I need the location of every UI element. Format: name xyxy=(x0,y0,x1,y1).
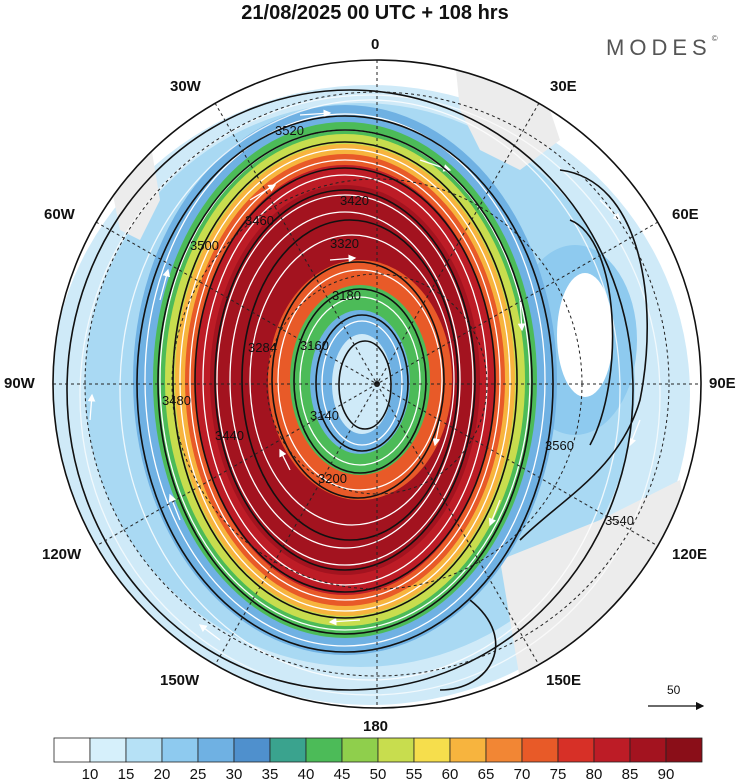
lon-label-90w: 90W xyxy=(4,375,35,392)
colorbar-swatch xyxy=(593,737,631,763)
colorbar: 10 15 20 25 30 35 40 45 50 55 60 65 70 75 80 85 90 xyxy=(53,737,703,782)
south-america-land xyxy=(110,140,160,240)
colorbar-swatch xyxy=(305,737,343,763)
brand-logo: MODES© xyxy=(606,34,718,61)
colorbar-tick-label: 85 xyxy=(622,766,639,782)
contour-label: 3284 xyxy=(248,340,277,355)
contour-label: 3460 xyxy=(245,213,274,228)
map-boundary xyxy=(52,59,702,709)
colorbar-swatch xyxy=(521,737,559,763)
lon-label-30w: 30W xyxy=(170,78,201,95)
colorbar-tick-label: 50 xyxy=(370,766,387,782)
stream-arrows xyxy=(87,109,641,641)
colorbar-swatch xyxy=(161,737,199,763)
contour-label: 3520 xyxy=(275,123,304,138)
reference-vector-label: 50 xyxy=(667,683,681,697)
contour-label: 3440 xyxy=(215,428,244,443)
colorbar-tick-label: 55 xyxy=(406,766,423,782)
lon-label-0: 0 xyxy=(371,36,380,53)
colorbar-swatch xyxy=(413,737,451,763)
colorbar-tick-label: 80 xyxy=(586,766,603,782)
lon-label-120w: 120W xyxy=(42,546,82,563)
lon-label-90e: 90E xyxy=(709,375,736,392)
lon-label-60e: 60E xyxy=(672,206,699,223)
contour-label: 3420 xyxy=(340,193,369,208)
map-field xyxy=(53,60,701,708)
contour-label: 3480 xyxy=(162,393,191,408)
lon-label-60w: 60W xyxy=(44,206,75,223)
brand-name: MODES xyxy=(606,35,712,60)
colorbar-swatch xyxy=(233,737,271,763)
contour-label: 3560 xyxy=(545,438,574,453)
colorbar-tick-label: 20 xyxy=(154,766,171,782)
lon-label-30e: 30E xyxy=(550,78,577,95)
colorbar-swatch xyxy=(485,737,523,763)
graticule xyxy=(53,60,701,708)
contour-label: 3200 xyxy=(318,471,347,486)
colorbar-swatch xyxy=(197,737,235,763)
colorbar-swatch xyxy=(665,737,703,763)
colorbar-tick-label: 45 xyxy=(334,766,351,782)
chart-title: 21/08/2025 00 UTC + 108 hrs xyxy=(241,2,509,24)
lon-label-150e: 150E xyxy=(546,672,582,689)
contour-label: 3140 xyxy=(310,408,339,423)
colorbar-swatch xyxy=(53,737,91,763)
colorbar-swatch xyxy=(89,737,127,763)
lon-label-150w: 150W xyxy=(160,672,200,689)
brand-mark: © xyxy=(711,34,718,43)
colorbar-tick-label: 35 xyxy=(262,766,279,782)
calm-east-pocket xyxy=(557,273,613,397)
colorbar-swatch xyxy=(341,737,379,763)
colorbar-swatch xyxy=(449,737,487,763)
colorbar-swatch xyxy=(125,737,163,763)
contour-label-group: 3520 3500 3480 3460 3440 3420 3320 3200 … xyxy=(162,123,634,528)
colorbar-tick-label: 40 xyxy=(298,766,315,782)
colorbar-tick-label: 15 xyxy=(118,766,135,782)
colorbar-tick-label: 60 xyxy=(442,766,459,782)
contour-label: 3160 xyxy=(300,338,329,353)
colorbar-swatch xyxy=(269,737,307,763)
colorbar-tick-label: 30 xyxy=(226,766,243,782)
streamlines xyxy=(79,94,661,696)
contour-label: 3180 xyxy=(332,288,361,303)
colorbar-swatch xyxy=(557,737,595,763)
colorbar-tick-label: 75 xyxy=(550,766,567,782)
colorbar-tick-label: 10 xyxy=(82,766,99,782)
contour-label: 3500 xyxy=(190,238,219,253)
contour-label: 3320 xyxy=(330,236,359,251)
contour-label: 3540 xyxy=(605,513,634,528)
lon-label-180: 180 xyxy=(363,718,389,735)
colorbar-swatch xyxy=(377,737,415,763)
colorbar-tick-label: 90 xyxy=(658,766,675,782)
colorbar-tick-label: 70 xyxy=(514,766,531,782)
colorbar-tick-label: 65 xyxy=(478,766,495,782)
colorbar-tick-label: 25 xyxy=(190,766,207,782)
lon-label-120e: 120E xyxy=(672,546,708,563)
colorbar-swatch xyxy=(629,737,667,763)
